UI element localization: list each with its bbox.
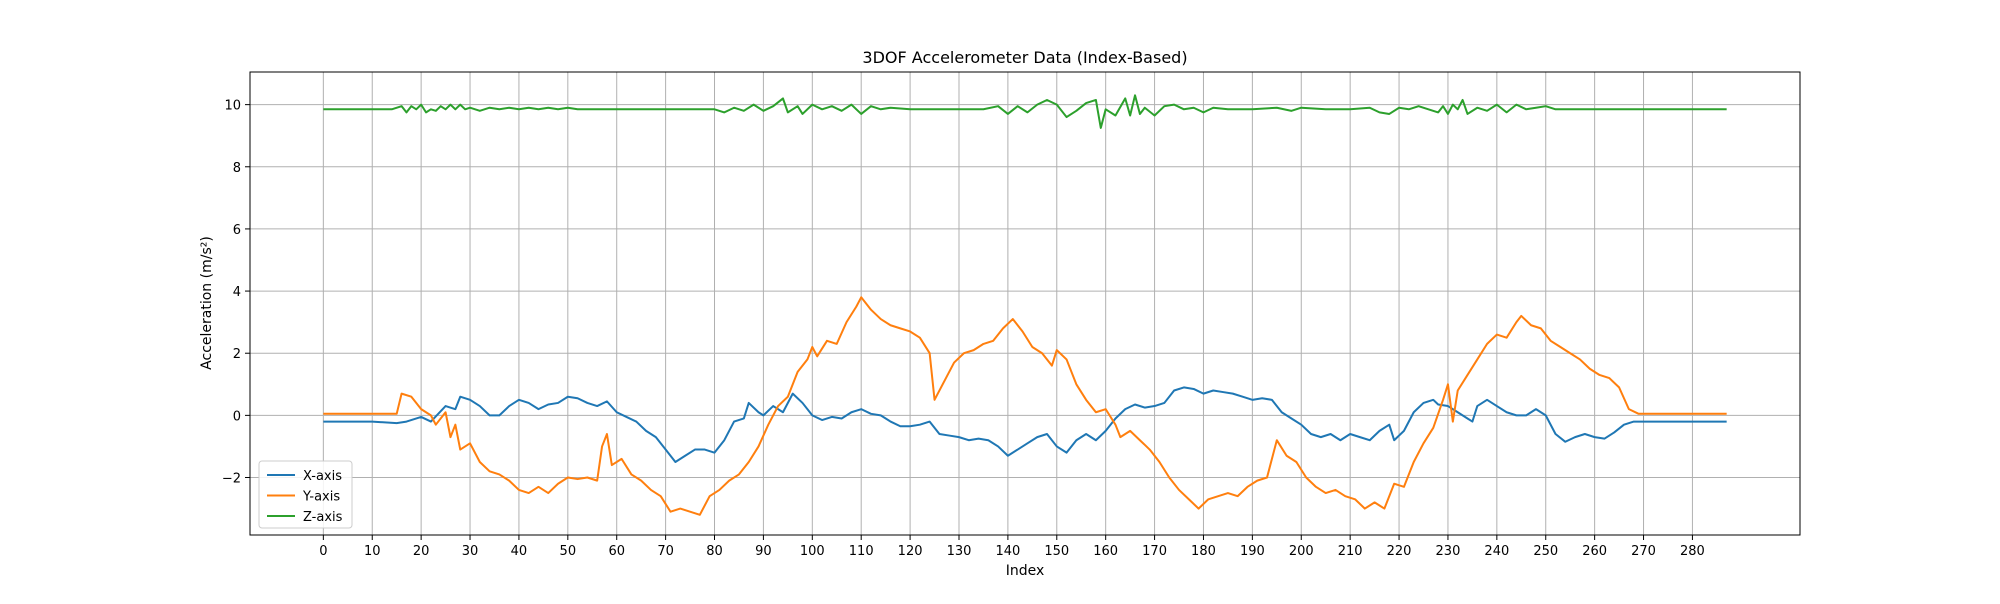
x-tick-label: 230: [1436, 544, 1461, 559]
grid: [250, 72, 1800, 535]
x-tick-label: 10: [364, 544, 381, 559]
x-tick-label: 110: [849, 544, 874, 559]
x-tick-label: 210: [1338, 544, 1363, 559]
x-tick-label: 80: [706, 544, 723, 559]
y-tick-label: 4: [233, 285, 241, 300]
x-tick-label: 220: [1387, 544, 1412, 559]
x-tick-label: 60: [608, 544, 625, 559]
axis-ticks: 0 10 20 30 40 50 60 70 80 90 100 110 120 130 140 150 160…: [222, 99, 1705, 559]
legend-box: [258, 460, 353, 529]
x-tick-label: 180: [1191, 544, 1216, 559]
x-tick-label: 130: [947, 544, 972, 559]
series-lines: [323, 94, 1727, 516]
legend-label: Y-axis: [302, 490, 340, 505]
y-tick-label: 8: [233, 161, 241, 176]
legend: X-axis Y-axis Z-axis: [258, 460, 353, 529]
x-tick-label: 260: [1582, 544, 1607, 559]
series-line-z-axis: [323, 94, 1727, 129]
x-tick-label: 50: [560, 544, 577, 559]
x-tick-label: 140: [995, 544, 1020, 559]
series-line-x-axis: [323, 386, 1727, 463]
x-tick-label: 240: [1484, 544, 1509, 559]
x-tick-label: 30: [462, 544, 479, 559]
x-axis-label: Index: [1006, 563, 1045, 579]
x-tick-label: 200: [1289, 544, 1314, 559]
x-tick-label: 40: [511, 544, 528, 559]
series-line-y-axis: [323, 296, 1727, 516]
x-tick-label: 120: [898, 544, 923, 559]
y-axis-label: Acceleration (m/s²): [199, 236, 215, 370]
y-tick-label: 0: [233, 409, 241, 424]
x-tick-label: 150: [1044, 544, 1069, 559]
y-tick-label: 6: [233, 223, 241, 238]
legend-label: Z-axis: [303, 510, 343, 525]
y-tick-label: 10: [224, 99, 241, 114]
x-tick-label: 280: [1680, 544, 1705, 559]
y-tick-label: 2: [233, 347, 241, 362]
x-tick-label: 20: [413, 544, 430, 559]
x-tick-label: 190: [1240, 544, 1265, 559]
x-tick-label: 160: [1093, 544, 1118, 559]
x-tick-label: 90: [755, 544, 772, 559]
y-tick-label: −2: [222, 472, 241, 487]
legend-label: X-axis: [303, 469, 342, 484]
x-tick-label: 70: [657, 544, 674, 559]
chart-title: 3DOF Accelerometer Data (Index-Based): [862, 48, 1187, 67]
x-tick-label: 170: [1142, 544, 1167, 559]
x-tick-label: 250: [1533, 544, 1558, 559]
x-tick-label: 0: [319, 544, 327, 559]
plot-frame: [249, 71, 1801, 536]
x-tick-label: 270: [1631, 544, 1656, 559]
x-tick-label: 100: [800, 544, 825, 559]
